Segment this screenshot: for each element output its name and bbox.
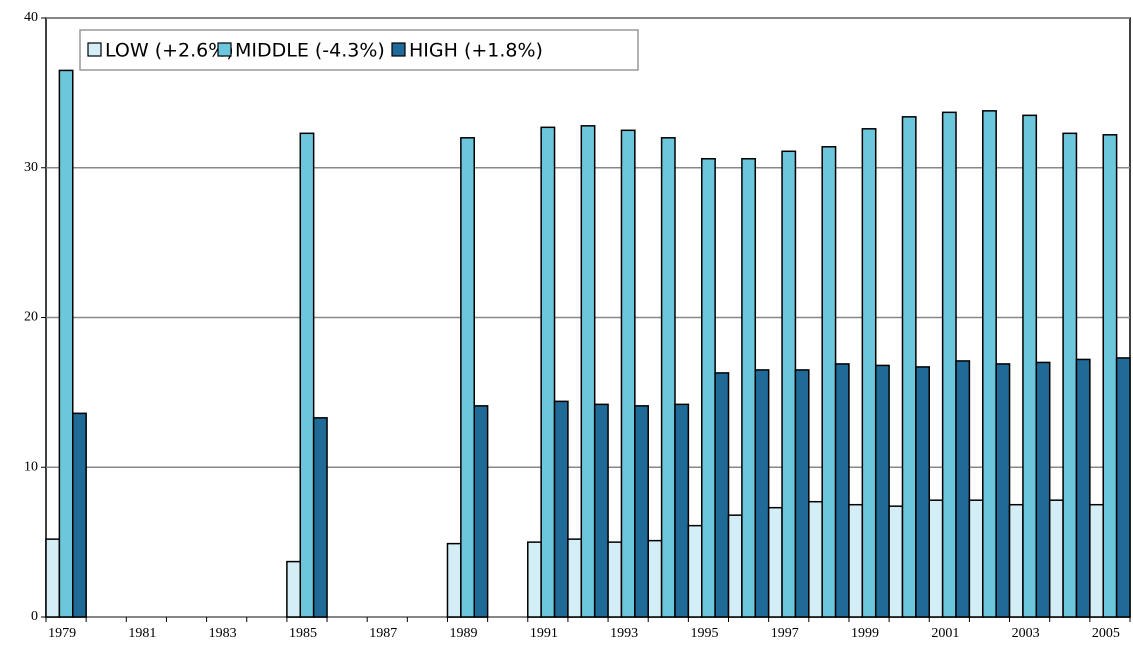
bar — [968, 499, 984, 618]
bar — [660, 137, 676, 618]
bar — [45, 538, 61, 618]
bar — [299, 132, 315, 618]
bar — [767, 506, 783, 618]
x-tick-label: 2001 — [931, 626, 959, 641]
bar — [1075, 358, 1091, 618]
legend-swatch — [391, 42, 406, 57]
x-tick-label: 1989 — [450, 626, 478, 641]
legend-label: MIDDLE (-4.3%) — [235, 40, 385, 62]
bar — [286, 560, 302, 618]
bar — [72, 412, 87, 618]
bar — [1035, 361, 1051, 618]
bar — [794, 369, 810, 618]
bar — [714, 372, 730, 618]
bar — [901, 116, 917, 618]
bar — [58, 69, 74, 618]
bar — [1008, 503, 1024, 618]
bar — [647, 539, 663, 618]
bar — [460, 137, 475, 618]
bar — [861, 128, 877, 618]
legend-label: HIGH (+1.8%) — [409, 40, 543, 62]
bar — [982, 110, 997, 618]
y-tick-label: 0 — [31, 609, 38, 624]
bar — [1115, 357, 1131, 618]
y-tick-label: 40 — [24, 10, 38, 25]
x-tick-label: 1987 — [369, 626, 397, 641]
bar — [834, 363, 850, 618]
bar — [874, 364, 890, 618]
bar — [634, 405, 649, 618]
bar — [567, 538, 583, 618]
bar — [821, 146, 837, 618]
x-tick-label: 1981 — [128, 626, 156, 641]
legend-swatch — [87, 42, 102, 57]
bar — [941, 111, 957, 618]
bar — [848, 503, 864, 618]
bar — [607, 541, 623, 618]
x-tick-label: 1985 — [289, 626, 317, 641]
bar — [727, 514, 743, 618]
bar — [955, 360, 971, 618]
legend-label: LOW (+2.6%) — [105, 40, 234, 62]
bar — [915, 366, 931, 618]
bar — [446, 542, 462, 618]
bar — [995, 363, 1011, 618]
bar — [741, 158, 757, 618]
bar — [473, 405, 489, 618]
x-tick-label: 1993 — [610, 626, 638, 641]
x-tick-label: 2005 — [1092, 626, 1120, 641]
x-tick-label: 1997 — [771, 626, 799, 641]
bar — [1089, 503, 1104, 618]
bar — [1022, 114, 1038, 618]
bar — [808, 500, 823, 618]
bar — [620, 129, 636, 618]
x-tick-label: 1995 — [690, 626, 718, 641]
x-tick-label: 2003 — [1012, 626, 1040, 641]
bar — [687, 524, 703, 618]
x-tick-label: 1991 — [530, 626, 558, 641]
bar — [540, 126, 556, 618]
bar — [888, 505, 904, 618]
bar — [1102, 134, 1118, 618]
legend — [79, 29, 639, 71]
bar — [593, 403, 609, 618]
bar — [781, 150, 797, 618]
bar — [754, 369, 770, 618]
legend-swatch — [217, 42, 232, 57]
x-tick-label: 1979 — [48, 626, 76, 641]
y-tick-label: 30 — [24, 160, 38, 175]
bar — [312, 417, 328, 618]
bar — [701, 158, 716, 618]
bar — [580, 125, 596, 618]
x-tick-label: 1983 — [209, 626, 237, 641]
y-tick-label: 10 — [24, 459, 38, 474]
bar — [928, 499, 944, 618]
bar — [1062, 132, 1078, 618]
bar — [674, 403, 690, 618]
x-tick-label: 1999 — [851, 626, 879, 641]
bar — [1048, 499, 1064, 618]
bar — [527, 541, 542, 618]
bar — [553, 400, 569, 618]
y-tick-label: 20 — [24, 310, 38, 325]
